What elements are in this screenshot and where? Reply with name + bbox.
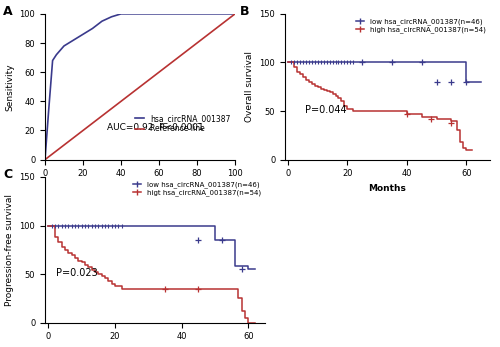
Text: AUC=0.92  P<0.0001: AUC=0.92 P<0.0001: [107, 123, 204, 132]
X-axis label: 100% - Specificity%: 100% - Specificity%: [94, 184, 186, 193]
Legend: hsa_circRNA_001387, Reference line: hsa_circRNA_001387, Reference line: [134, 113, 231, 134]
Text: P=0.044: P=0.044: [306, 105, 347, 115]
Y-axis label: Progression-free survival: Progression-free survival: [5, 194, 14, 306]
Text: C: C: [3, 168, 13, 181]
Text: P=0.023: P=0.023: [56, 268, 98, 278]
Legend: low hsa_circRNA_001387(n=46), high hsa_circRNA_001387(n=54): low hsa_circRNA_001387(n=46), high hsa_c…: [356, 17, 486, 34]
Text: B: B: [240, 5, 250, 18]
X-axis label: Months: Months: [368, 184, 406, 193]
Text: A: A: [3, 5, 13, 18]
Y-axis label: Sensitivity: Sensitivity: [5, 63, 14, 111]
Y-axis label: Overall survival: Overall survival: [245, 51, 254, 122]
Legend: low hsa_circRNA_001387(n=46), higt hsa_circRNA_001387(n=54): low hsa_circRNA_001387(n=46), higt hsa_c…: [132, 180, 262, 197]
